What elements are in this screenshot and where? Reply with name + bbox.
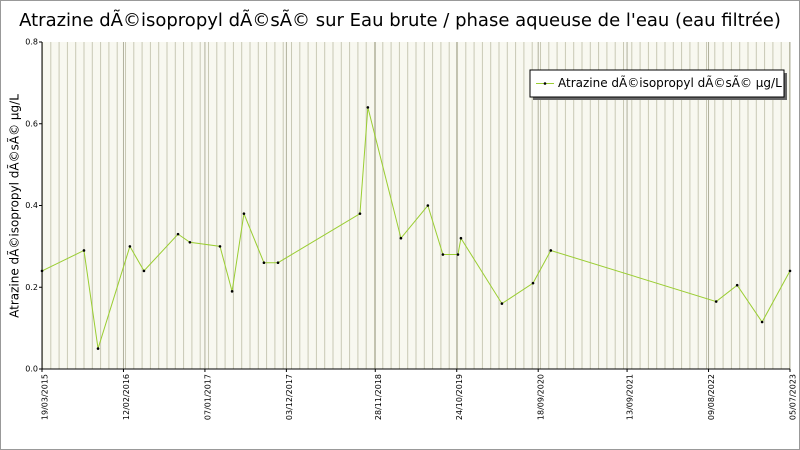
x-tick-label: 18/09/2020 — [537, 374, 546, 420]
data-point — [426, 204, 430, 207]
x-tick-label: 13/09/2021 — [626, 374, 635, 420]
data-point — [358, 212, 362, 215]
data-point — [531, 281, 535, 285]
y-tick-label: 0.6 — [25, 119, 38, 128]
data-point — [735, 283, 739, 287]
data-point — [399, 236, 403, 240]
y-tick-label: 0.0 — [25, 365, 38, 374]
chart-title: Atrazine dÃ©isopropyl dÃ©sÃ© sur Eau bru… — [19, 9, 781, 31]
data-point — [242, 212, 246, 215]
data-point — [500, 302, 504, 305]
y-axis-label: Atrazine dÃ©isopropyl dÃ©sÃ© µg/L — [7, 94, 22, 318]
data-point — [188, 240, 192, 244]
y-tick-label: 0.4 — [25, 201, 38, 210]
data-point — [82, 249, 86, 252]
data-point — [276, 261, 280, 265]
data-point — [366, 106, 370, 109]
data-point — [760, 320, 764, 324]
x-tick-label: 07/01/2017 — [203, 374, 212, 420]
data-point — [262, 261, 266, 265]
data-point — [230, 290, 234, 293]
data-point — [459, 236, 463, 240]
data-point — [714, 300, 718, 303]
y-tick-label: 0.8 — [25, 38, 38, 47]
legend: Atrazine dÃ©isopropyl dÃ©sÃ© µg/L — [529, 69, 787, 100]
data-point — [96, 347, 100, 350]
data-point — [788, 269, 792, 273]
legend-label: Atrazine dÃ©isopropyl dÃ©sÃ© µg/L — [558, 75, 782, 90]
legend-marker — [543, 82, 547, 85]
data-point — [441, 253, 445, 256]
x-tick-label: 05/07/2023 — [789, 374, 798, 420]
x-tick-label: 09/08/2022 — [707, 374, 716, 420]
data-point — [142, 269, 146, 273]
legend-box — [529, 69, 785, 98]
data-point — [218, 245, 222, 248]
x-tick-label: 19/03/2015 — [41, 374, 50, 420]
data-point — [40, 269, 44, 273]
data-point — [456, 253, 460, 256]
x-tick-label: 12/02/2016 — [122, 374, 131, 420]
data-point — [176, 232, 180, 236]
data-line — [41, 107, 791, 349]
data-point — [128, 245, 132, 248]
data-point — [549, 249, 553, 252]
x-tick-label: 03/12/2017 — [285, 374, 294, 420]
x-tick-label: 28/11/2018 — [374, 374, 383, 420]
x-tick-label: 24/10/2019 — [455, 374, 464, 420]
y-tick-label: 0.2 — [25, 283, 38, 292]
